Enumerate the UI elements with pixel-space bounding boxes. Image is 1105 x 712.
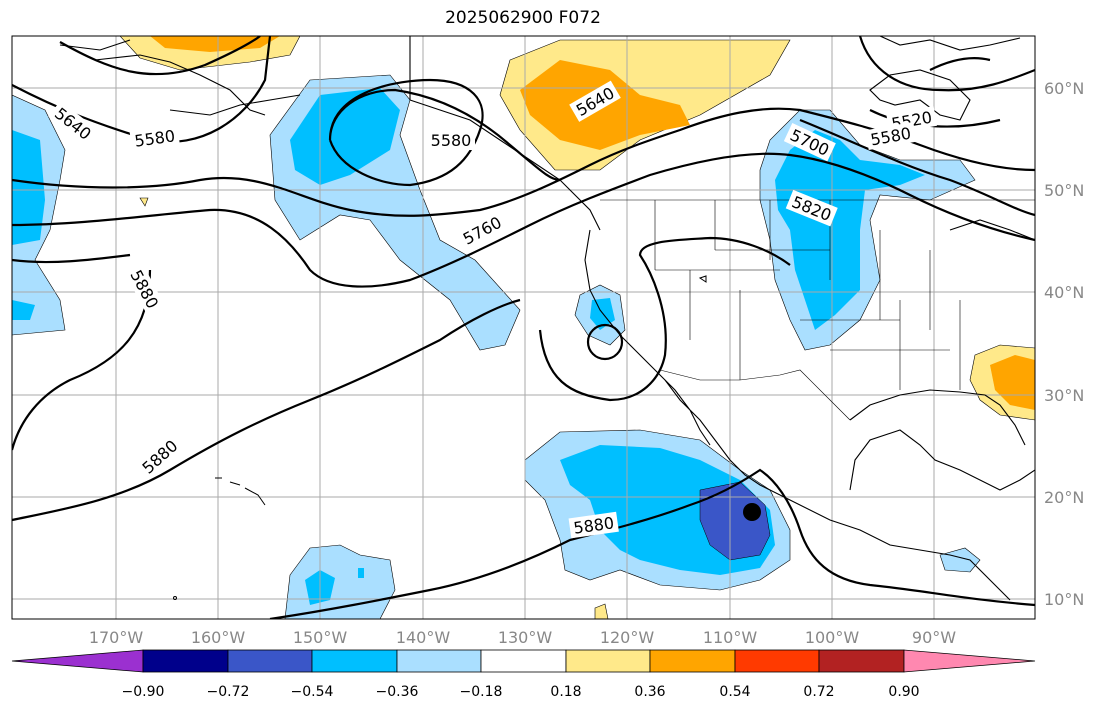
lat-tick-label: 10°N — [1044, 590, 1084, 609]
colorbar-label: −0.90 — [122, 684, 165, 700]
colorbar-label: 0.72 — [803, 684, 834, 700]
lat-tick-label: 50°N — [1044, 181, 1084, 200]
lon-tick-label: 160°W — [191, 628, 246, 647]
colorbar-label: 0.90 — [888, 684, 919, 700]
colorbar-segment — [903, 649, 1036, 673]
storm-center-marker — [743, 503, 761, 521]
colorbar-label: −0.36 — [376, 684, 419, 700]
longitude-labels: 170°W 160°W 150°W 140°W 130°W 120°W 110°… — [89, 628, 956, 647]
lon-tick-label: 150°W — [293, 628, 348, 647]
colorbar — [11, 649, 1036, 673]
lat-tick-label: 60°N — [1044, 79, 1084, 98]
colorbar-segment — [480, 649, 567, 673]
colorbar-labels: −0.90 −0.72 −0.54 −0.36 −0.18 0.18 0.36 … — [122, 684, 920, 700]
colorbar-segment — [818, 649, 905, 673]
lon-tick-label: 120°W — [600, 628, 655, 647]
colorbar-label: 0.18 — [550, 684, 581, 700]
colorbar-segment — [11, 649, 144, 673]
colorbar-segment — [565, 649, 651, 673]
lon-tick-label: 140°W — [396, 628, 451, 647]
colorbar-label: 0.36 — [634, 684, 665, 700]
map-title: 2025062900 F072 — [445, 8, 601, 28]
lat-tick-label: 40°N — [1044, 283, 1084, 302]
colorbar-segment — [649, 649, 736, 673]
colorbar-label: −0.72 — [207, 684, 250, 700]
map-frame — [11, 35, 1036, 620]
lat-tick-label: 30°N — [1044, 386, 1084, 405]
colorbar-segment — [142, 649, 229, 673]
lon-tick-label: 100°W — [805, 628, 860, 647]
colorbar-segment — [396, 649, 482, 673]
lon-tick-label: 110°W — [703, 628, 758, 647]
lon-tick-label: 130°W — [498, 628, 553, 647]
colorbar-segment — [311, 649, 398, 673]
lon-tick-label: 170°W — [89, 628, 144, 647]
contour-label: 5580 — [431, 131, 472, 150]
colorbar-label: 0.54 — [719, 684, 750, 700]
colorbar-label: −0.18 — [460, 684, 503, 700]
islands — [173, 275, 707, 600]
lon-tick-label: 90°W — [912, 628, 956, 647]
lat-tick-label: 20°N — [1044, 488, 1084, 507]
colorbar-label: −0.54 — [291, 684, 334, 700]
colorbar-segment — [227, 649, 313, 673]
latitude-labels: 60°N 50°N 40°N 30°N 20°N 10°N — [1044, 79, 1084, 609]
map-panel: 5640 5580 5580 5640 5700 5520 5580 5820 … — [12, 36, 1035, 619]
colorbar-segment — [734, 649, 820, 673]
